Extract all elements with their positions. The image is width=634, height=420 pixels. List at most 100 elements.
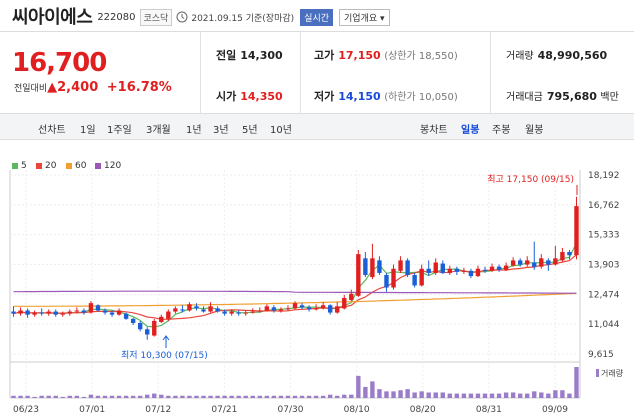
volume-bar	[553, 390, 558, 398]
y-tick-label: 12,474	[588, 290, 620, 300]
candle	[560, 252, 565, 261]
volume-bar	[482, 393, 488, 398]
volume-bar	[454, 393, 460, 398]
candle	[468, 270, 474, 277]
arrow-up-icon	[162, 335, 170, 341]
candle	[137, 323, 143, 330]
candle	[208, 306, 213, 312]
volume-bar	[67, 395, 73, 398]
prev-close-value: 14,300	[240, 49, 283, 62]
low-cell: 저가 14,150 (하한가 10,050)	[314, 88, 458, 104]
candle	[405, 260, 410, 276]
divider	[300, 32, 301, 114]
volume-bar	[496, 393, 502, 398]
legend-label: 20	[45, 161, 57, 171]
ma-line	[13, 290, 577, 294]
period-1d[interactable]: 1일	[80, 125, 96, 136]
candle	[46, 311, 51, 314]
volume-bar	[419, 391, 424, 398]
candle-chart-label[interactable]: 봉차트	[420, 125, 448, 136]
change-percent: +16.78%	[106, 80, 172, 95]
candle	[510, 260, 516, 266]
period-1w[interactable]: 1주일	[107, 125, 132, 136]
tab-daily[interactable]: 일봉	[461, 125, 480, 136]
volume-bar	[510, 392, 516, 398]
open-cell: 시가 14,350	[216, 88, 283, 104]
volume-bar	[292, 395, 298, 398]
change-amount: ▲2,400	[47, 80, 99, 95]
y-tick-label: 16,762	[588, 201, 620, 211]
candle	[482, 269, 488, 271]
candle	[243, 312, 248, 314]
volume-cell: 거래량 48,990,560	[506, 47, 607, 62]
volume-bar	[116, 395, 122, 398]
candle	[32, 312, 37, 315]
candle	[152, 320, 157, 336]
candle	[496, 266, 502, 270]
volume-bar	[123, 395, 129, 398]
volume-bar	[201, 395, 206, 398]
volume-bar	[335, 395, 340, 398]
volume-bar	[405, 389, 410, 398]
candle	[166, 311, 171, 319]
period-3m[interactable]: 3개월	[146, 125, 171, 136]
volume-bar	[299, 395, 305, 398]
volume-bar	[278, 395, 284, 398]
volume-bar	[243, 395, 248, 398]
candle	[313, 308, 319, 310]
candle	[257, 310, 263, 312]
high-cell: 고가 17,150 (상한가 18,550)	[314, 47, 458, 63]
candle	[419, 268, 424, 286]
volume-bar	[180, 395, 185, 398]
x-tick-label: 07/21	[211, 405, 237, 415]
volume-bar	[236, 395, 241, 398]
period-3y[interactable]: 3년	[213, 125, 229, 136]
period-1y[interactable]: 1년	[186, 125, 202, 136]
candle	[447, 268, 453, 273]
volume-bar	[285, 395, 291, 398]
candle	[74, 310, 80, 312]
volume-bar	[468, 393, 474, 398]
candle	[412, 275, 417, 286]
candle	[145, 329, 150, 335]
period-10y[interactable]: 10년	[270, 125, 292, 136]
tab-weekly[interactable]: 주봉	[492, 125, 511, 136]
volume-bar	[306, 395, 312, 398]
y-tick-label: 11,044	[588, 320, 620, 330]
low-label: 저가	[314, 90, 335, 103]
candle	[60, 313, 65, 315]
candle	[426, 268, 431, 273]
market-badge: 코스닥	[139, 8, 173, 26]
candle	[194, 306, 199, 309]
period-5y[interactable]: 5년	[242, 125, 258, 136]
price-change: 전일대비▲2,400 +16.78%	[14, 80, 172, 95]
candle	[67, 311, 73, 314]
amount-value: 795,680	[546, 90, 597, 103]
x-tick-label: 08/20	[410, 405, 436, 415]
volume-bar	[81, 396, 87, 398]
tab-monthly[interactable]: 월봉	[525, 125, 544, 136]
realtime-button[interactable]: 실시간	[300, 8, 334, 26]
volume-bar	[426, 392, 431, 398]
volume-bar	[18, 395, 23, 398]
volume-bar	[74, 395, 80, 398]
y-tick-label: 18,192	[588, 171, 620, 181]
y-tick-label: 13,903	[588, 261, 620, 271]
candle	[525, 260, 530, 265]
candle	[475, 268, 481, 277]
candle	[349, 293, 354, 301]
legend-swatch	[66, 162, 72, 169]
volume-bar	[159, 394, 164, 398]
line-chart-label[interactable]: 선차트	[38, 125, 66, 136]
candle	[18, 310, 23, 314]
candle	[271, 307, 277, 311]
x-tick-label: 07/01	[79, 405, 105, 415]
prev-close-cell: 전일 14,300	[216, 47, 283, 63]
candle	[546, 260, 551, 265]
company-overview-button[interactable]: 기업개요 ▾	[339, 8, 390, 26]
x-tick-label: 09/09	[542, 405, 568, 415]
volume-bar	[546, 393, 551, 398]
candle	[53, 311, 58, 315]
candle	[384, 275, 389, 288]
ma-line	[13, 242, 578, 328]
